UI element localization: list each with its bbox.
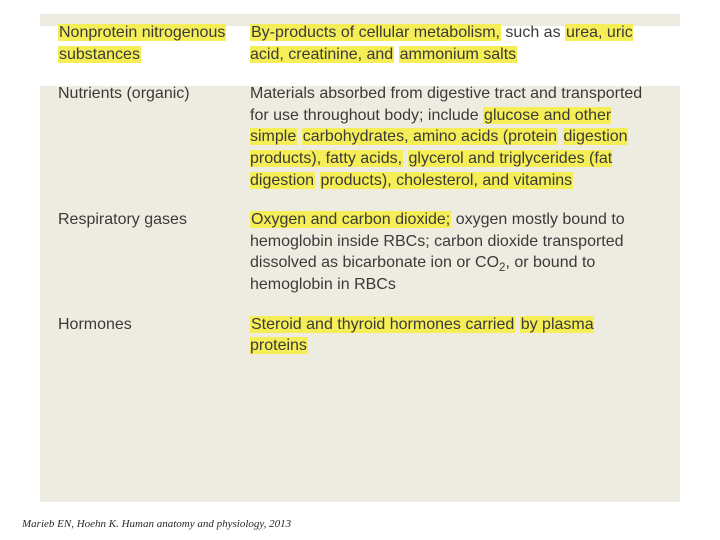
highlighted-text: products), cholesterol, and vitamins xyxy=(320,172,574,189)
table-row: Respiratory gases Oxygen and carbon dioxi… xyxy=(54,201,666,305)
highlighted-text: Oxygen and carbon dioxide; xyxy=(250,211,451,228)
highlighted-text: By-products of cellular metabolism, xyxy=(250,24,501,41)
table-row: Nutrients (organic) Materials absorbed fr… xyxy=(54,75,666,201)
text-run: Hormones xyxy=(58,316,132,333)
definition-cell: Steroid and thyroid hormones carried by … xyxy=(246,306,666,367)
text-run: such as xyxy=(501,24,565,41)
term-cell: Hormones xyxy=(54,306,246,367)
definition-cell: Oxygen and carbon dioxide; oxygen mostly… xyxy=(246,201,666,305)
definition-cell: Materials absorbed from digestive tract … xyxy=(246,75,666,201)
highlighted-text: ammonium salts xyxy=(399,46,517,63)
table-row: Hormones Steroid and thyroid hormones car… xyxy=(54,306,666,367)
citation-text: Marieb EN, Hoehn K. Human anatomy and ph… xyxy=(22,518,291,530)
highlighted-text: Steroid and thyroid hormones carried xyxy=(250,316,515,333)
text-run xyxy=(315,172,319,189)
slide-page: Nonprotein nitrogenous substancesBy-prod… xyxy=(0,0,720,540)
definitions-table: Nonprotein nitrogenous substancesBy-prod… xyxy=(54,14,666,367)
text-run xyxy=(394,46,398,63)
highlighted-text: Nonprotein nitrogenous xyxy=(58,24,226,41)
highlighted-text: carbohydrates, amino acids (protein xyxy=(302,128,558,145)
table-row: Nonprotein nitrogenous substancesBy-prod… xyxy=(54,14,666,75)
term-cell: Respiratory gases xyxy=(54,201,246,305)
term-cell: Nutrients (organic) xyxy=(54,75,246,201)
highlighted-text: substances xyxy=(58,46,141,63)
term-cell: Nonprotein nitrogenous substances xyxy=(54,14,246,75)
definition-cell: By-products of cellular metabolism, such… xyxy=(246,14,666,75)
text-run xyxy=(558,128,562,145)
text-run: Respiratory gases xyxy=(58,211,187,228)
text-run xyxy=(403,150,407,167)
text-run: Nutrients (organic) xyxy=(58,85,190,102)
